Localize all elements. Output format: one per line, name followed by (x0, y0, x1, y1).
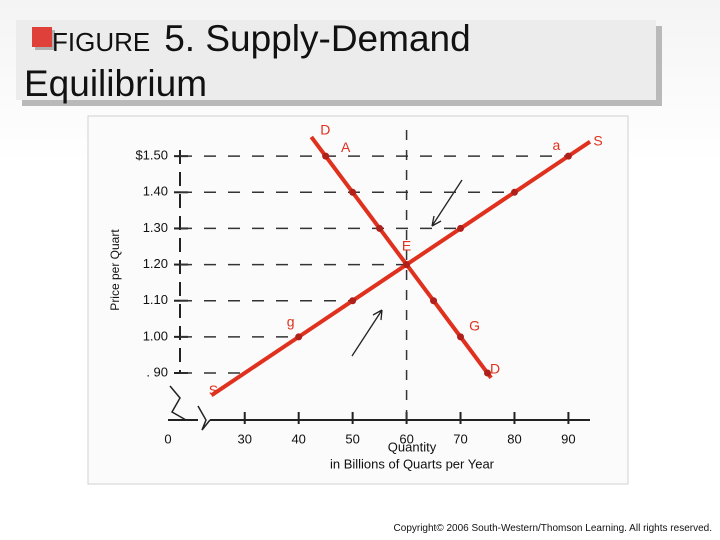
series-line (297, 154, 570, 339)
title-box (16, 20, 656, 100)
y-tick-label: 1.40 (143, 184, 168, 199)
point (457, 224, 465, 232)
line-extension (309, 135, 328, 158)
point (403, 261, 411, 269)
annotation: A (341, 139, 351, 155)
point (457, 333, 465, 341)
x-axis-label: Quantity (388, 439, 437, 454)
x-tick-label: 90 (561, 431, 575, 446)
y-tick-label: 1.10 (143, 292, 168, 307)
point (484, 369, 491, 377)
annotation: a (553, 137, 561, 153)
annotation: G (469, 318, 480, 334)
x-tick-label: 0 (164, 431, 171, 446)
chart-title: 5. Supply-Demand Equilibrium (24, 18, 471, 104)
point (349, 188, 357, 196)
y-tick-label: 1.20 (143, 256, 168, 271)
bullet (32, 27, 52, 47)
point (349, 297, 357, 305)
axis-break (169, 385, 211, 431)
title: FIGURE 5. Supply-Demand Equilibrium (24, 18, 584, 105)
series-label: S (593, 132, 602, 148)
title-prefix: FIGURE (52, 27, 151, 57)
point (376, 224, 384, 232)
point (430, 297, 438, 305)
line-extension (567, 140, 592, 158)
arrow (351, 309, 383, 357)
line-extension (210, 335, 300, 397)
x-tick-label: 70 (453, 431, 467, 446)
x-tick-label: 30 (238, 431, 252, 446)
y-tick-label: 1.00 (143, 328, 168, 343)
annotation: E (402, 237, 411, 253)
x-tick-label: 60 (399, 431, 413, 446)
x-tick-label: 40 (291, 431, 305, 446)
y-tick-label: . 90 (146, 364, 168, 379)
point (564, 152, 572, 160)
series-label: D (490, 361, 500, 377)
arrow (431, 179, 463, 227)
annotation: g (287, 314, 295, 330)
point (322, 152, 330, 160)
footer: Copyright© 2006 South-Western/Thomson Le… (393, 523, 712, 534)
point (510, 188, 518, 196)
x-axis-label: in Billions of Quarts per Year (330, 456, 495, 471)
x-tick-label: 80 (507, 431, 521, 446)
y-tick-label: $1.50 (135, 148, 168, 163)
series-label: S (209, 382, 218, 398)
series-label: D (320, 122, 330, 138)
y-tick-label: 1.30 (143, 220, 168, 235)
x-tick-label: 50 (345, 431, 359, 446)
point (295, 333, 303, 341)
y-axis-label: Price per Quart (108, 229, 122, 311)
